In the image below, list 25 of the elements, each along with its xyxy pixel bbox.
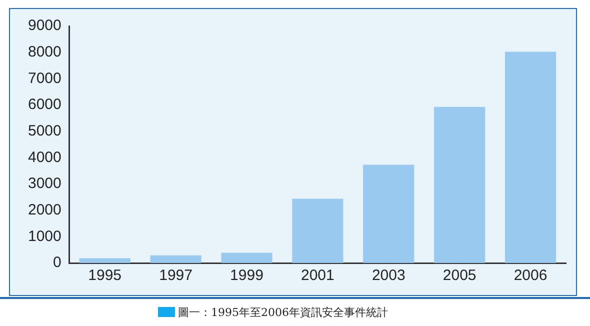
x-tick-label: 1999 (230, 267, 264, 284)
bar (221, 252, 272, 263)
y-tick-label: 4000 (28, 148, 62, 166)
y-tick-label: 2000 (28, 201, 62, 218)
text: 圖一：1995年至2006年資訊安全事件統計 (178, 304, 388, 320)
bar (363, 164, 414, 263)
y-tick-label: 1000 (28, 228, 62, 245)
bar (292, 198, 344, 263)
y-tick-label: 9000 (28, 17, 62, 34)
y-tick-label: 3000 (28, 175, 62, 192)
y-tick-label: 8000 (28, 43, 62, 60)
x-tick-label: 2001 (300, 267, 334, 284)
x-tick-label: 1997 (159, 267, 192, 284)
x-tick-label: 2003 (372, 267, 406, 284)
y-tick-label: 6000 (28, 96, 62, 114)
bar (504, 52, 556, 263)
bar (434, 106, 486, 263)
x-tick-label: 1995 (88, 267, 122, 284)
x-tick-label: 2006 (514, 267, 548, 284)
y-tick-label: 5000 (28, 122, 62, 140)
bar (79, 258, 130, 263)
x-tick-label: 2005 (442, 267, 476, 284)
y-tick-label: 0 (53, 254, 62, 272)
y-tick-label: 7000 (28, 70, 62, 87)
bar (150, 255, 202, 263)
